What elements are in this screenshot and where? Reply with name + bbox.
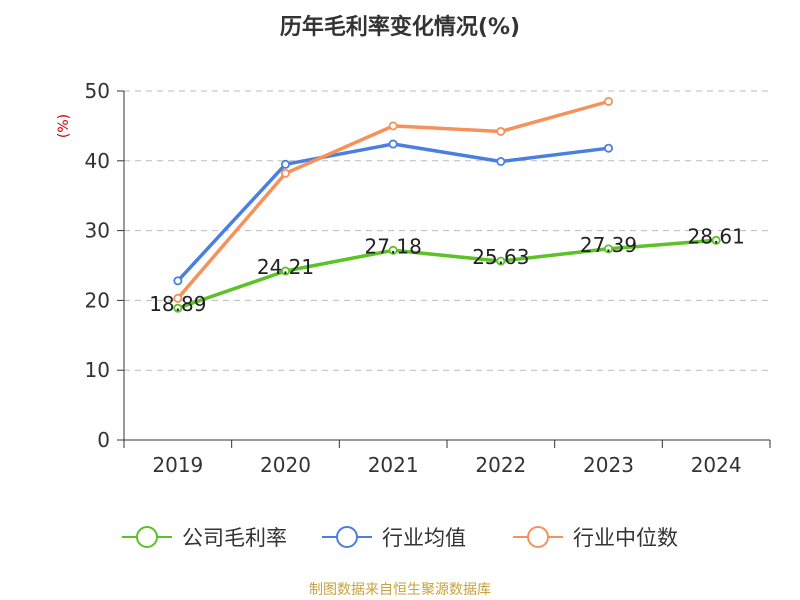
data-label: 25.63 xyxy=(472,245,529,269)
data-point xyxy=(496,156,506,166)
x-tick-label: 2021 xyxy=(368,453,419,477)
legend-item: 行业中位数 xyxy=(513,526,678,550)
x-tick-label: 2023 xyxy=(583,453,634,477)
x-tick-label: 2019 xyxy=(152,453,203,477)
legend-marker xyxy=(336,526,358,548)
y-tick-label: 30 xyxy=(85,219,110,243)
x-tick-labels: 2019 2020 2021 2022 2023 2024 xyxy=(152,453,741,477)
data-labels: 18.89 24.21 27.18 25.63 27.39 28.61 xyxy=(149,224,745,316)
x-tick-label: 2024 xyxy=(691,453,742,477)
legend-marker xyxy=(136,526,158,548)
series-lines xyxy=(173,96,721,313)
x-tick-label: 2022 xyxy=(475,453,526,477)
series-line xyxy=(176,99,611,301)
legend-marker xyxy=(527,526,549,548)
data-point xyxy=(173,303,183,313)
y-tick-labels: 0 10 20 30 40 50 xyxy=(85,79,110,452)
series-0 xyxy=(173,235,721,313)
data-point xyxy=(280,266,290,276)
data-point xyxy=(604,244,614,254)
data-point xyxy=(173,293,183,303)
data-point xyxy=(711,235,721,245)
data-point xyxy=(496,256,506,266)
data-label: 28.61 xyxy=(688,224,745,248)
y-tick-label: 10 xyxy=(85,358,110,382)
data-point xyxy=(280,159,290,169)
data-label: 24.21 xyxy=(257,255,314,279)
chart-title: 历年毛利率变化情况(%) xyxy=(280,14,520,40)
axes xyxy=(117,90,771,448)
y-tick-label: 0 xyxy=(97,428,110,452)
data-label: 27.39 xyxy=(580,233,637,257)
legend-item: 公司毛利率 xyxy=(122,526,287,550)
x-tick-label: 2020 xyxy=(260,453,311,477)
legend-label: 公司毛利率 xyxy=(182,526,287,550)
y-tick-label: 20 xyxy=(85,288,110,312)
legend-label: 行业均值 xyxy=(382,526,466,550)
series-line xyxy=(176,142,611,283)
data-point xyxy=(388,121,398,131)
grid-lines xyxy=(124,90,770,371)
data-point xyxy=(388,245,398,255)
source-note: 制图数据来自恒生聚源数据库 xyxy=(309,582,491,598)
data-point xyxy=(280,168,290,178)
data-point xyxy=(388,139,398,149)
data-label: 27.18 xyxy=(365,234,422,258)
data-point xyxy=(604,96,614,106)
y-tick-label: 50 xyxy=(85,79,110,103)
series-2 xyxy=(173,96,614,303)
data-point xyxy=(173,276,183,286)
legend-label: 行业中位数 xyxy=(573,526,678,550)
y-tick-label: 40 xyxy=(85,149,110,173)
legend-item: 行业均值 xyxy=(322,526,466,550)
y-axis-label: (%) xyxy=(56,114,72,138)
data-label: 18.89 xyxy=(149,292,206,316)
data-point xyxy=(496,126,506,136)
legend: 公司毛利率 行业均值 行业中位数 xyxy=(122,526,678,550)
series-line xyxy=(176,238,718,310)
data-point xyxy=(604,143,614,153)
series-1 xyxy=(173,139,614,286)
